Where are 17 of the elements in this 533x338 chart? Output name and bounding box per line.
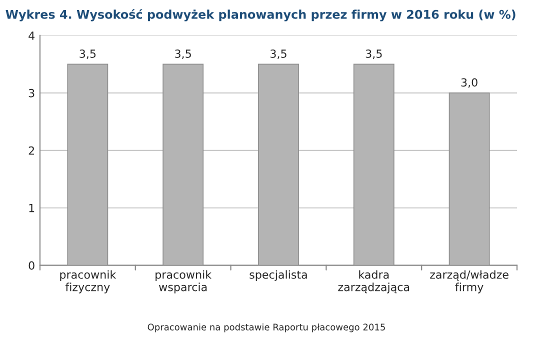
data-label: 3,0 bbox=[461, 78, 478, 88]
y-tick-label: 0 bbox=[28, 261, 34, 270]
x-tick-label: specjalista bbox=[250, 270, 307, 281]
y-tick-label: 4 bbox=[28, 32, 34, 40]
text: Opracowanie na podstawie Raportu płacowego 2015 bbox=[148, 323, 385, 332]
data-label: 3,5 bbox=[366, 49, 382, 60]
x-tick-label: pracownik fizyczny bbox=[60, 270, 116, 294]
data-label: 3,5 bbox=[175, 49, 191, 60]
x-tick-label: zarząd/władze firmy bbox=[430, 270, 508, 294]
x-tick-label: kadra zarządzająca bbox=[338, 270, 410, 294]
y-tick-label: 2 bbox=[28, 146, 34, 155]
x-tick-label: pracownik wsparcia bbox=[156, 270, 212, 294]
y-tick-label: 3 bbox=[28, 88, 34, 98]
data-label: 3,5 bbox=[80, 49, 96, 60]
data-label: 3,5 bbox=[270, 49, 286, 60]
chart-title: Wykres 4. Wysokość podwyżek planowanych przez firmy w 2016 roku (w %) bbox=[6, 9, 516, 22]
y-tick-label: 1 bbox=[29, 204, 34, 212]
